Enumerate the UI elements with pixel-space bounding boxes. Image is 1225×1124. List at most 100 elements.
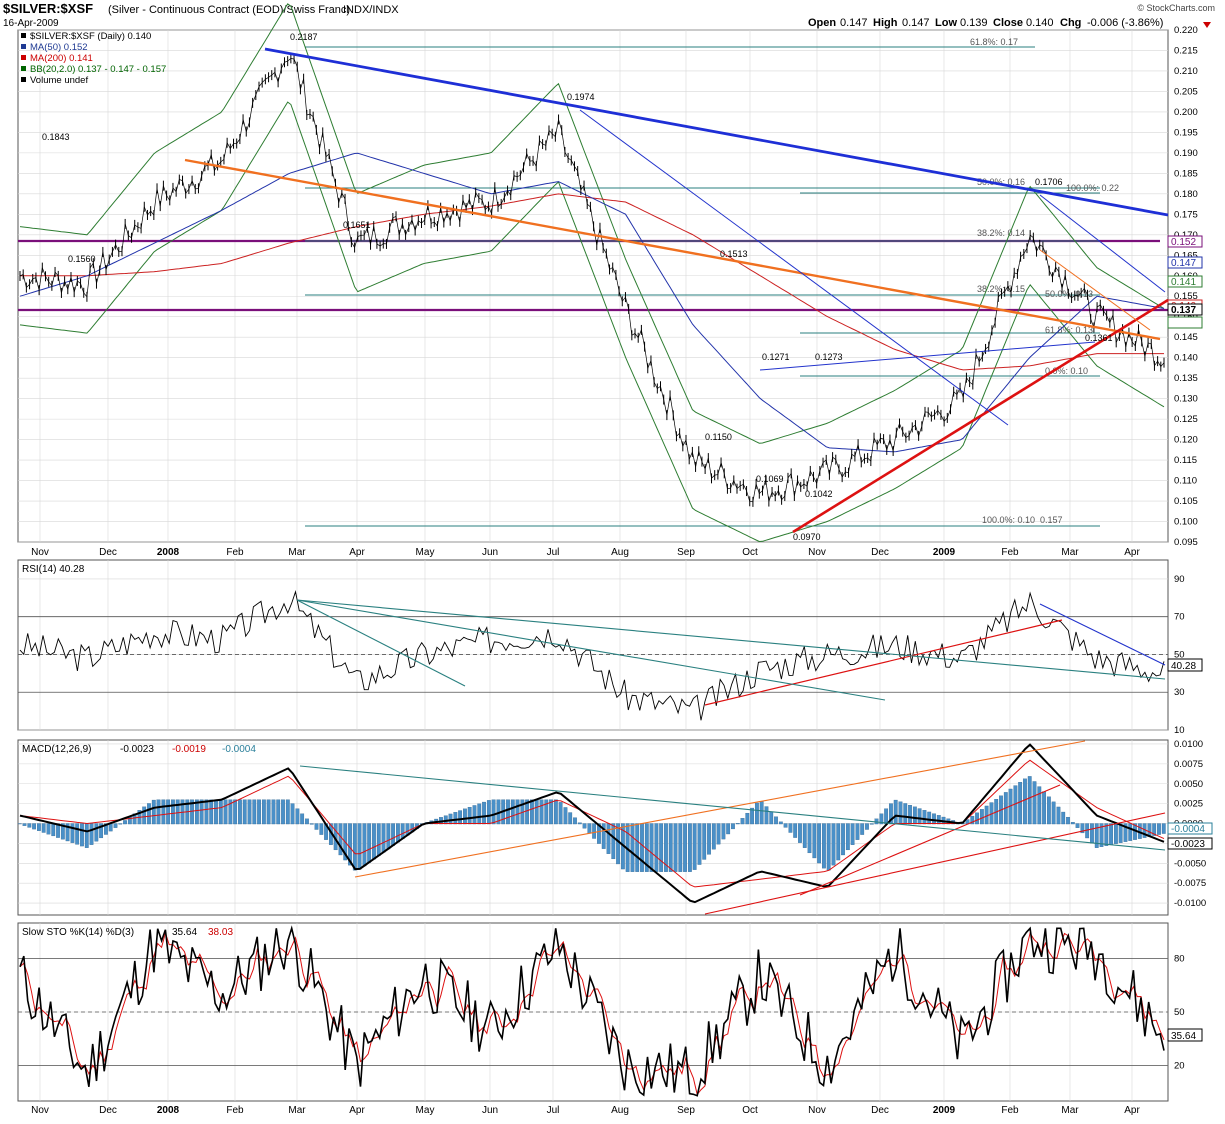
macd-histogram-bar	[491, 799, 496, 825]
rsi-panel	[17, 559, 1169, 731]
annot-0-1706: 0.1706	[1035, 177, 1063, 187]
annot-0-1042: 0.1042	[805, 489, 833, 499]
macd-histogram-bar	[266, 799, 271, 825]
macd-histogram-bar	[884, 808, 889, 825]
macd-histogram-bar	[879, 813, 884, 825]
macd-value-macd: -0.0023	[120, 744, 154, 755]
y-tick-label: 0.095	[1174, 537, 1198, 548]
macd-histogram-bar	[99, 823, 104, 839]
x-label-price: Feb	[1001, 547, 1019, 558]
macd-histogram-bar	[707, 823, 711, 855]
legend-entry: BB(20,2.0) 0.137 - 0.147 - 0.157	[30, 64, 166, 75]
macd-histogram-bar	[640, 823, 644, 872]
price-panel	[17, 29, 1169, 543]
macd-histogram-bar	[841, 823, 845, 856]
y-tick-label: 0.200	[1174, 107, 1198, 118]
annot-0-1513: 0.1513	[720, 249, 748, 259]
y-tick-label: 80	[1174, 954, 1185, 965]
macd-histogram-bar	[233, 799, 238, 825]
macd-box-macd: -0.0023	[1171, 839, 1205, 850]
macd-histogram-bar	[587, 823, 592, 834]
x-label-price: 2008	[157, 547, 180, 558]
annot-0-1651: 0.1651	[343, 220, 371, 230]
sto-value-k: 35.64	[172, 927, 197, 938]
macd-histogram-bar	[611, 823, 616, 860]
macd-histogram-bar	[597, 823, 601, 844]
annot-0-1560: 0.1560	[68, 254, 96, 264]
fibonacci-lines	[305, 46, 1100, 527]
close-label: Close	[993, 17, 1023, 29]
sto-title: Slow STO %K(14) %D(3)	[22, 927, 134, 938]
macd-histogram-bar	[60, 823, 65, 840]
macd-histogram-bar	[348, 823, 352, 866]
macd-histogram-bar	[822, 823, 826, 869]
y-tick-label: 0.0100	[1174, 739, 1203, 750]
macd-histogram-bar	[171, 799, 175, 825]
macd-histogram-bar	[568, 812, 573, 825]
macd-signal-line	[19, 759, 1165, 888]
macd-histogram-bar	[36, 823, 41, 831]
low-value: 0.139	[960, 17, 988, 29]
ohlc-readout: Open 0.147 High 0.147 Low 0.139 Close 0.…	[808, 17, 1163, 29]
macd-histogram-bar	[573, 817, 577, 825]
macd-histogram-bar	[635, 823, 640, 872]
legend-entry: $SILVER:$XSF (Daily) 0.140	[30, 31, 151, 42]
x-axis-labels: Nov Nov Dec Dec 2008 2008 Feb Feb Mar Mar Apr Apr Ma…	[31, 547, 1140, 1116]
macd-histogram-bar	[927, 811, 932, 825]
macd-line	[19, 743, 1165, 904]
macd-histogram-bar	[214, 799, 218, 825]
close-value: 0.140	[1026, 17, 1054, 29]
macd-histogram-bar	[372, 823, 376, 860]
x-label-sto: Feb	[226, 1105, 244, 1116]
y-tick-label: 0.0050	[1174, 779, 1203, 790]
macd-histogram-bar	[257, 799, 261, 825]
macd-histogram-bar	[1109, 823, 1113, 845]
annot-0-1361: 0.1361	[1085, 333, 1113, 343]
macd-histogram-bar	[482, 801, 486, 825]
macd-histogram-bar	[506, 799, 510, 825]
chg-value: -0.006 (-3.86%)	[1087, 17, 1163, 29]
macd-histogram-bar	[534, 799, 539, 825]
y-tick-label: 0.105	[1174, 496, 1198, 507]
annot-0-1273: 0.1273	[815, 352, 843, 362]
x-label-price: Apr	[349, 547, 365, 558]
x-label-price: Dec	[99, 547, 117, 558]
rsi-trend-teal-3	[296, 599, 1166, 680]
fib-label-618-top: 50.0%: 0.16	[977, 177, 1025, 187]
macd-histogram-bar	[1075, 823, 1080, 828]
value-box-0157: 0.152	[1171, 237, 1196, 248]
macd-histogram-bar	[314, 823, 319, 830]
blue-thin-trend-3	[1039, 194, 1166, 293]
macd-histogram-bar	[276, 799, 281, 825]
macd-histogram-bar	[783, 823, 788, 828]
rsi-trend-teal-2	[296, 599, 886, 701]
x-label-sto: Oct	[742, 1105, 758, 1116]
macd-histogram-bar	[889, 803, 893, 825]
high-value: 0.147	[902, 17, 930, 29]
macd-histogram-bar	[1051, 801, 1056, 825]
y-tick-label: 0.180	[1174, 189, 1198, 200]
macd-histogram-bar	[223, 799, 228, 825]
macd-histogram-bar	[194, 799, 199, 825]
x-label-sto: Jul	[547, 1105, 560, 1116]
macd-histogram-bar	[764, 806, 769, 825]
x-label-price: Apr	[1124, 547, 1140, 558]
y-tick-label: 0.140	[1174, 353, 1198, 364]
macd-histogram-bar	[1104, 823, 1109, 846]
y-tick-label: 30	[1174, 687, 1185, 698]
macd-histogram-bar	[209, 799, 214, 825]
x-label-price: Dec	[871, 547, 889, 558]
macd-histogram-bar	[395, 823, 400, 843]
x-label-sto: Jun	[482, 1105, 498, 1116]
macd-histogram-bar	[740, 818, 745, 825]
macd-histogram-bar	[865, 823, 869, 830]
fib-label-50-top: 38.2%: 0.14	[977, 228, 1025, 238]
macd-histogram-bar	[582, 823, 587, 829]
macd-histogram-bar	[300, 813, 305, 825]
macd-histogram-bar	[932, 813, 936, 825]
macd-histogram-bar	[252, 799, 257, 825]
x-label-sto: Nov	[31, 1105, 49, 1116]
x-label-price: Mar	[288, 547, 306, 558]
macd-histogram-bar	[855, 823, 860, 840]
macd-histogram-bar	[601, 823, 606, 849]
